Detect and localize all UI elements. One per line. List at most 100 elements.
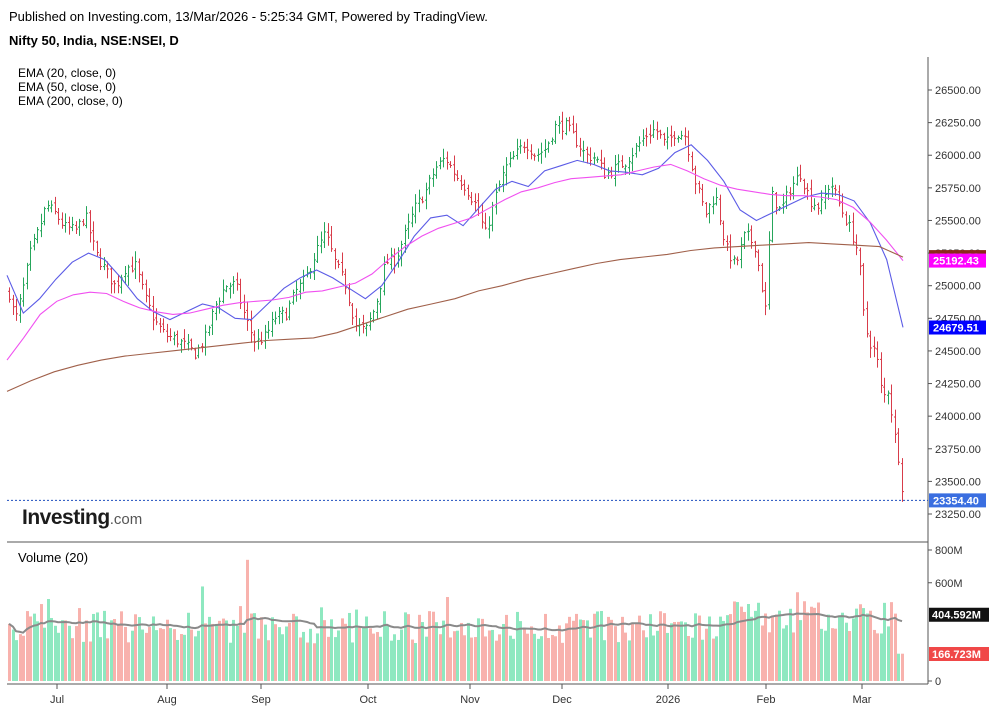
- volume-bar: [75, 626, 78, 681]
- volume-bar: [397, 639, 400, 681]
- volume-bar: [575, 613, 578, 681]
- volume-bar: [635, 623, 638, 681]
- volume-bar: [404, 612, 407, 681]
- volume-bar: [400, 629, 403, 681]
- volume-bar: [890, 602, 893, 681]
- volume-bar: [834, 628, 837, 681]
- volume-bar: [537, 638, 540, 681]
- volume-bar: [607, 616, 610, 681]
- volume-bar: [131, 630, 134, 681]
- volume-bar: [481, 618, 484, 681]
- volume-bar: [50, 618, 53, 681]
- volume-bar: [855, 608, 858, 681]
- volume-bar: [264, 624, 267, 681]
- volume-bar: [460, 622, 463, 681]
- volume-bar: [624, 632, 627, 681]
- volume-bar: [225, 620, 228, 681]
- volume-bar: [257, 638, 260, 681]
- volume-bar: [733, 601, 736, 681]
- volume-bar: [509, 635, 512, 681]
- volume-bar: [341, 618, 344, 681]
- volume-bar: [425, 636, 428, 681]
- volume-bar: [432, 611, 435, 681]
- volume-bar: [274, 624, 277, 681]
- volume-bar: [810, 606, 813, 681]
- volume-ma-value-bg: [929, 607, 989, 622]
- volume-bar: [715, 636, 718, 681]
- volume-bar: [148, 627, 151, 681]
- volume-bar: [106, 638, 109, 681]
- volume-bar: [61, 620, 64, 681]
- volume-bar: [666, 632, 669, 681]
- volume-bar: [201, 586, 204, 681]
- volume-bar: [365, 616, 368, 681]
- volume-bar: [649, 614, 652, 681]
- indicator-ema-20[interactable]: EMA (20, close, 0): [18, 66, 117, 80]
- volume-bar: [530, 626, 533, 681]
- volume-bar: [288, 622, 291, 681]
- volume-bar: [418, 614, 421, 681]
- volume-bar: [36, 621, 39, 681]
- volume-bar: [799, 620, 802, 681]
- volume-bar: [698, 615, 701, 681]
- volume-bar: [736, 602, 739, 681]
- volume-bar: [446, 597, 449, 681]
- volume-bar: [680, 621, 683, 681]
- volume-bar: [439, 634, 442, 681]
- price-tick-label: 26000.00: [935, 150, 981, 162]
- volume-bar: [453, 631, 456, 681]
- volume-bar: [204, 623, 207, 681]
- volume-bar: [561, 642, 564, 681]
- volume-bar: [565, 623, 568, 681]
- volume-bar: [155, 630, 158, 681]
- volume-bar: [876, 633, 879, 681]
- volume-bar: [663, 613, 666, 681]
- volume-bar: [614, 626, 617, 681]
- volume-bar: [22, 635, 25, 681]
- price-tick-label: 23500.00: [935, 476, 981, 488]
- volume-bar: [166, 619, 169, 681]
- volume-bar: [719, 616, 722, 681]
- ema-50-value-bg: [929, 253, 986, 268]
- volume-bar: [645, 637, 648, 681]
- volume-bar: [533, 633, 536, 681]
- indicator-ema-200[interactable]: EMA (200, close, 0): [18, 94, 123, 108]
- volume-bar: [260, 617, 263, 681]
- indicator-ema-50[interactable]: EMA (50, close, 0): [18, 80, 117, 94]
- publication-info: Published on Investing.com, 13/Mar/2026 …: [9, 9, 488, 24]
- volume-bar: [372, 633, 375, 681]
- volume-bar: [754, 610, 757, 681]
- volume-bar: [337, 630, 340, 681]
- volume-bar: [652, 635, 655, 681]
- volume-bar: [838, 615, 841, 681]
- volume-bar: [253, 613, 256, 681]
- volume-bar: [159, 628, 162, 681]
- price-tick-label: 24250.00: [935, 379, 981, 391]
- volume-bar: [796, 592, 799, 681]
- price-tick-label: 26250.00: [935, 118, 981, 130]
- volume-bar: [817, 602, 820, 681]
- volume-bar: [631, 622, 634, 681]
- volume-bar: [544, 613, 547, 681]
- ema-50-line: [6, 163, 904, 361]
- volume-bar: [421, 622, 424, 681]
- volume-bar: [92, 613, 95, 681]
- volume-bar: [229, 642, 232, 681]
- volume-bar: [470, 637, 473, 681]
- volume-bar: [71, 638, 74, 681]
- volume-bar: [428, 611, 431, 681]
- volume-bar: [792, 632, 795, 681]
- volume-bar: [498, 634, 501, 681]
- volume-bar: [852, 618, 855, 681]
- volume-bar: [750, 616, 753, 681]
- volume-bar: [407, 614, 410, 681]
- volume-tick-label: 800M: [935, 545, 963, 557]
- volume-bar: [820, 628, 823, 681]
- volume-bar: [355, 609, 358, 681]
- volume-bar: [386, 625, 389, 681]
- time-tick-label: Mar: [853, 694, 872, 706]
- volume-last-value-bg: [929, 647, 989, 661]
- volume-bar: [250, 613, 253, 681]
- volume-bar: [726, 615, 729, 681]
